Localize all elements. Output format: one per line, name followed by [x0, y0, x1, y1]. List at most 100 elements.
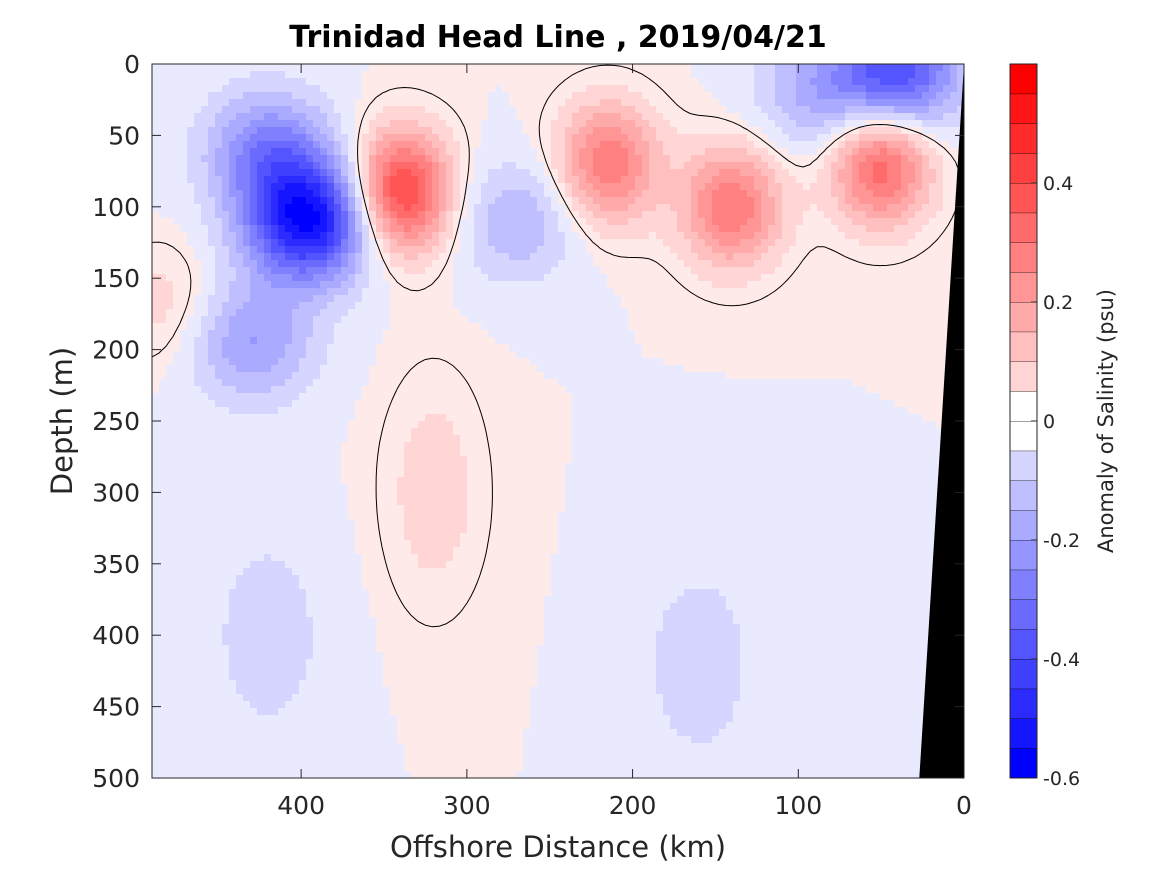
field-cell: [873, 351, 881, 359]
field-cell: [229, 176, 237, 184]
field-cell: [943, 239, 951, 247]
field-cell: [866, 99, 874, 107]
field-cell: [824, 155, 832, 163]
field-cell: [439, 295, 447, 303]
field-cell: [418, 113, 426, 121]
field-cell: [803, 169, 811, 177]
field-cell: [376, 197, 384, 205]
field-cell: [572, 134, 580, 142]
field-cell: [544, 183, 552, 191]
field-cell: [397, 99, 405, 107]
field-cell: [243, 316, 251, 324]
field-cell: [439, 211, 447, 219]
field-cell: [810, 330, 818, 338]
field-cell: [320, 148, 328, 156]
field-cell: [299, 288, 307, 296]
field-cell: [201, 274, 209, 282]
field-cell: [614, 92, 622, 100]
field-cell: [614, 99, 622, 107]
field-cell: [586, 204, 594, 212]
field-cell: [901, 316, 909, 324]
field-cell: [432, 239, 440, 247]
field-cell: [215, 176, 223, 184]
field-cell: [467, 281, 475, 289]
field-cell: [817, 169, 825, 177]
field-cell: [516, 148, 524, 156]
field-cell: [607, 295, 615, 303]
field-cell: [775, 351, 783, 359]
field-cell: [313, 92, 321, 100]
field-cell: [264, 302, 272, 310]
field-cell: [523, 155, 531, 163]
field-cell: [376, 267, 384, 275]
field-cell: [586, 295, 594, 303]
field-cell: [845, 358, 853, 366]
field-cell: [460, 337, 468, 345]
field-cell: [922, 309, 930, 317]
field-cell: [201, 260, 209, 268]
field-cell: [887, 316, 895, 324]
field-cell: [663, 120, 671, 128]
field-cell: [502, 302, 510, 310]
field-cell: [565, 197, 573, 205]
field-cell: [726, 106, 734, 114]
field-cell: [348, 246, 356, 254]
field-cell: [285, 260, 293, 268]
field-cell: [355, 302, 363, 310]
field-cell: [565, 162, 573, 170]
field-cell: [943, 323, 951, 331]
field-cell: [817, 71, 825, 79]
field-cell: [530, 218, 538, 226]
field-cell: [887, 323, 895, 331]
field-cell: [733, 253, 741, 261]
field-cell: [180, 99, 188, 107]
field-cell: [810, 99, 818, 107]
field-cell: [838, 309, 846, 317]
field-cell: [250, 309, 258, 317]
field-cell: [852, 358, 860, 366]
field-cell: [208, 183, 216, 191]
field-cell: [243, 246, 251, 254]
field-cell: [215, 267, 223, 275]
field-cell: [257, 183, 265, 191]
field-cell: [194, 302, 202, 310]
field-cell: [159, 197, 167, 205]
field-cell: [264, 134, 272, 142]
field-cell: [460, 176, 468, 184]
field-cell: [313, 302, 321, 310]
field-cell: [152, 78, 160, 86]
field-cell: [894, 337, 902, 345]
field-cell: [810, 309, 818, 317]
field-cell: [467, 337, 475, 345]
field-cell: [348, 85, 356, 93]
field-cell: [852, 183, 860, 191]
field-cell: [544, 351, 552, 359]
field-cell: [243, 92, 251, 100]
field-cell: [551, 246, 559, 254]
field-cell: [733, 281, 741, 289]
field-cell: [383, 253, 391, 261]
field-cell: [880, 64, 888, 72]
field-cell: [334, 169, 342, 177]
field-cell: [803, 351, 811, 359]
field-cell: [180, 260, 188, 268]
field-cell: [495, 78, 503, 86]
field-cell: [747, 148, 755, 156]
field-cell: [803, 176, 811, 184]
field-cell: [712, 302, 720, 310]
field-cell: [838, 141, 846, 149]
field-cell: [663, 260, 671, 268]
field-cell: [306, 246, 314, 254]
field-cell: [635, 232, 643, 240]
field-cell: [502, 85, 510, 93]
field-cell: [593, 218, 601, 226]
field-cell: [460, 127, 468, 135]
field-cell: [271, 113, 279, 121]
field-cell: [180, 330, 188, 338]
field-cell: [754, 113, 762, 121]
field-cell: [621, 337, 629, 345]
field-cell: [761, 176, 769, 184]
field-cell: [418, 218, 426, 226]
field-cell: [684, 274, 692, 282]
field-cell: [824, 106, 832, 114]
